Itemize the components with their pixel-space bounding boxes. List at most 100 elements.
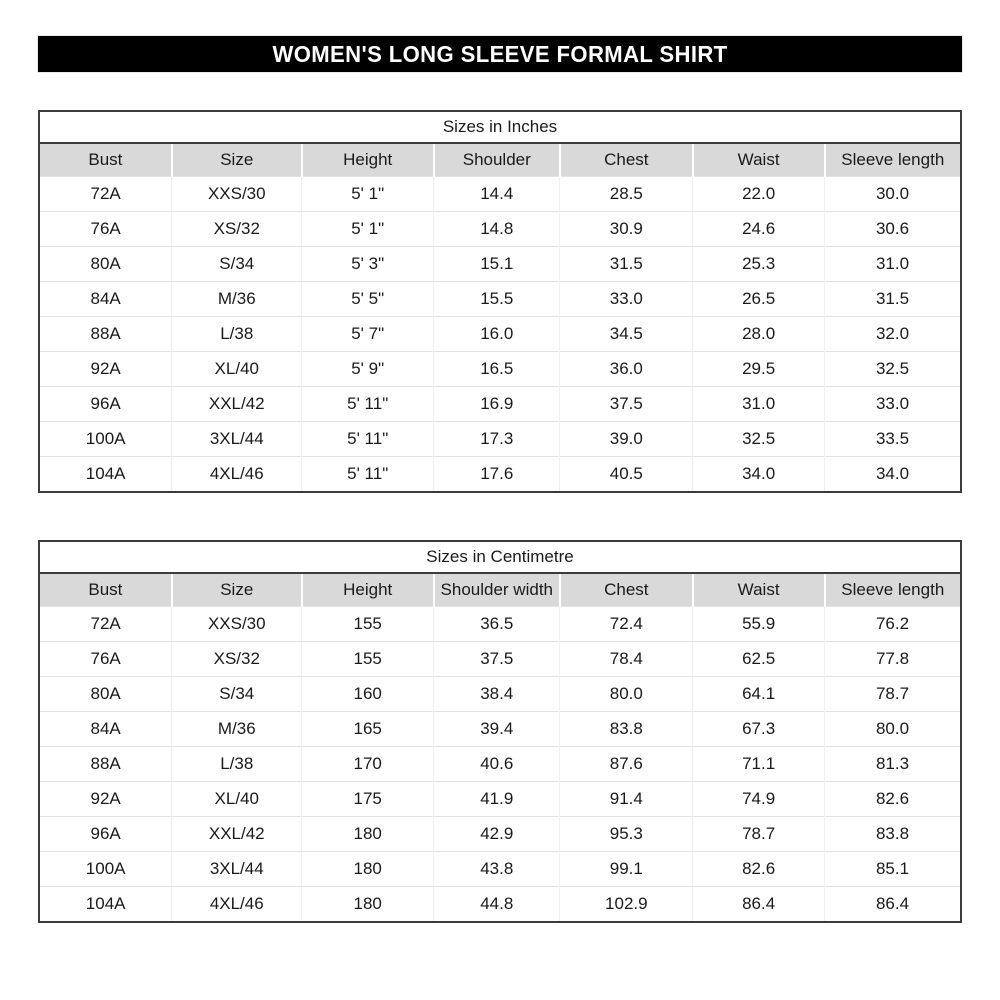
cell: 44.8: [433, 886, 560, 922]
table-row: 84A M/36 5' 5" 15.5 33.0 26.5 31.5: [39, 281, 961, 317]
cell: 175: [301, 781, 434, 817]
cell: 85.1: [824, 851, 961, 887]
cell: 31.5: [559, 246, 693, 282]
table-row: 72A XXS/30 155 36.5 72.4 55.9 76.2: [39, 606, 961, 642]
cell: XS/32: [171, 641, 302, 677]
column-header: Waist: [691, 573, 825, 607]
column-header: Bust: [39, 143, 172, 177]
cell: 30.6: [824, 211, 961, 247]
column-header: Size: [170, 573, 302, 607]
cell: 4XL/46: [171, 456, 302, 492]
column-header: Size: [170, 143, 302, 177]
cell: L/38: [171, 316, 302, 352]
cell: 31.5: [824, 281, 961, 317]
cell: 34.0: [824, 456, 961, 492]
table-row: 80A S/34 5' 3" 15.1 31.5 25.3 31.0: [39, 246, 961, 282]
cell: 5' 1": [301, 211, 434, 247]
cell: 80.0: [824, 711, 961, 747]
cell: 88A: [39, 746, 172, 782]
column-header: Shoulder width: [432, 573, 560, 607]
cell: 28.0: [692, 316, 825, 352]
cell: 102.9: [559, 886, 693, 922]
table-row: 104A 4XL/46 180 44.8 102.9 86.4 86.4: [39, 886, 961, 922]
cell: 17.3: [433, 421, 560, 457]
cell: M/36: [171, 281, 302, 317]
table-row: 92A XL/40 175 41.9 91.4 74.9 82.6: [39, 781, 961, 817]
cell: L/38: [171, 746, 302, 782]
cell: 34.0: [692, 456, 825, 492]
table-row: 104A 4XL/46 5' 11" 17.6 40.5 34.0 34.0: [39, 456, 961, 492]
cell: 78.7: [824, 676, 961, 712]
cell: 15.5: [433, 281, 560, 317]
cell: 32.5: [692, 421, 825, 457]
cell: 87.6: [559, 746, 693, 782]
cell: 40.5: [559, 456, 693, 492]
cell: 155: [301, 641, 434, 677]
cell: 5' 3": [301, 246, 434, 282]
cell: 77.8: [824, 641, 961, 677]
cell: 92A: [39, 351, 172, 387]
column-header: Height: [300, 573, 434, 607]
cell: 33.0: [824, 386, 961, 422]
cell: XL/40: [171, 351, 302, 387]
cell: 30.0: [824, 176, 961, 212]
cell: 28.5: [559, 176, 693, 212]
cell: 67.3: [692, 711, 825, 747]
cell: 32.0: [824, 316, 961, 352]
sizes-in-centimetre-table: Sizes in Centimetre Bust Size Height Shoulde…: [38, 540, 962, 923]
cell: 39.0: [559, 421, 693, 457]
cell: 91.4: [559, 781, 693, 817]
cell: 24.6: [692, 211, 825, 247]
column-header-row: Bust Size Height Shoulder Chest Waist Sleeve l…: [39, 143, 961, 177]
cell: 40.6: [433, 746, 560, 782]
cell: 5' 11": [301, 386, 434, 422]
product-title-banner: WOMEN'S LONG SLEEVE FORMAL SHIRT: [38, 36, 962, 72]
cell: 22.0: [692, 176, 825, 212]
cell: 16.0: [433, 316, 560, 352]
cell: 31.0: [824, 246, 961, 282]
cell: 43.8: [433, 851, 560, 887]
cell: S/34: [171, 676, 302, 712]
cell: 100A: [39, 421, 172, 457]
cell: 95.3: [559, 816, 693, 852]
cell: 5' 11": [301, 456, 434, 492]
cell: 88A: [39, 316, 172, 352]
product-title: WOMEN'S LONG SLEEVE FORMAL SHIRT: [272, 40, 728, 67]
cell: 155: [301, 606, 434, 642]
cell: 33.5: [824, 421, 961, 457]
cell: 15.1: [433, 246, 560, 282]
cell: 72.4: [559, 606, 693, 642]
table-row: 76A XS/32 155 37.5 78.4 62.5 77.8: [39, 641, 961, 677]
cell: 78.4: [559, 641, 693, 677]
cell: 14.4: [433, 176, 560, 212]
cell: 80A: [39, 676, 172, 712]
cell: 16.5: [433, 351, 560, 387]
cell: 180: [301, 816, 434, 852]
table-row: 100A 3XL/44 5' 11" 17.3 39.0 32.5 33.5: [39, 421, 961, 457]
column-header: Bust: [39, 573, 172, 607]
cell: 37.5: [433, 641, 560, 677]
cell: 76.2: [824, 606, 961, 642]
column-header: Waist: [691, 143, 825, 177]
cell: 3XL/44: [171, 851, 302, 887]
cell: 4XL/46: [171, 886, 302, 922]
cell: 180: [301, 886, 434, 922]
cell: 76A: [39, 211, 172, 247]
table-title: Sizes in Centimetre: [39, 541, 961, 574]
table-row: 76A XS/32 5' 1" 14.8 30.9 24.6 30.6: [39, 211, 961, 247]
cell: 41.9: [433, 781, 560, 817]
table-row: 84A M/36 165 39.4 83.8 67.3 80.0: [39, 711, 961, 747]
cell: 29.5: [692, 351, 825, 387]
cell: 86.4: [692, 886, 825, 922]
cell: 74.9: [692, 781, 825, 817]
cell: 99.1: [559, 851, 693, 887]
table-row: 100A 3XL/44 180 43.8 99.1 82.6 85.1: [39, 851, 961, 887]
column-header-row: Bust Size Height Shoulder width Chest Waist Sl…: [39, 573, 961, 607]
cell: 42.9: [433, 816, 560, 852]
cell: 36.5: [433, 606, 560, 642]
cell: 82.6: [824, 781, 961, 817]
cell: 25.3: [692, 246, 825, 282]
cell: XL/40: [171, 781, 302, 817]
cell: 36.0: [559, 351, 693, 387]
